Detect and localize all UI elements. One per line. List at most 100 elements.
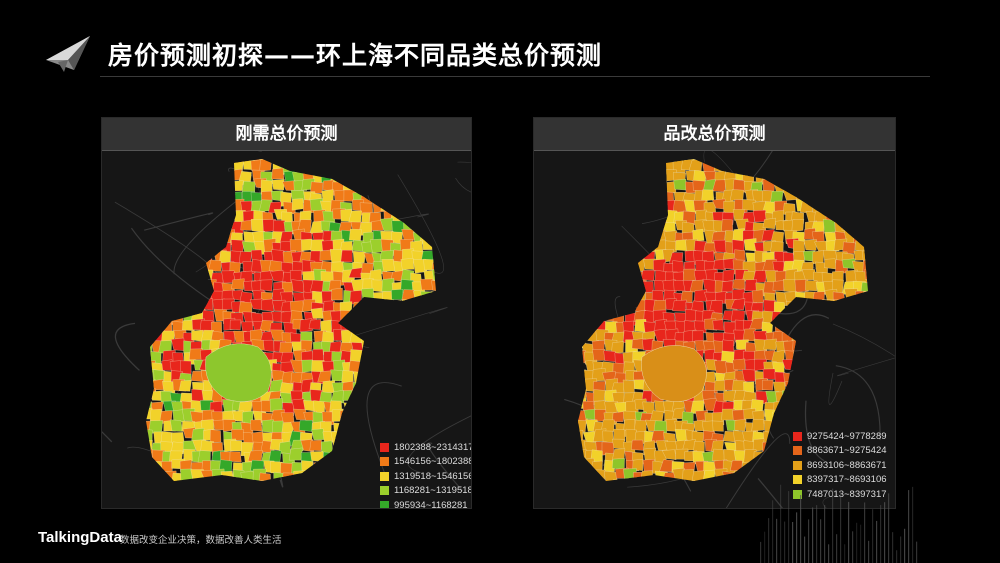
district-cell bbox=[601, 480, 615, 481]
district-cell bbox=[289, 269, 303, 282]
district-cell bbox=[452, 228, 465, 239]
district-cell bbox=[593, 268, 607, 283]
district-cell bbox=[451, 251, 462, 262]
district-cell bbox=[282, 483, 295, 494]
district-cell bbox=[102, 278, 113, 289]
district-cell bbox=[794, 171, 808, 185]
district-cell bbox=[353, 429, 367, 443]
district-cell bbox=[854, 159, 867, 163]
district-cell bbox=[803, 309, 817, 324]
legend-item: 8397317~8693106 bbox=[793, 473, 887, 488]
district-cell bbox=[673, 178, 688, 191]
district-cell bbox=[370, 422, 386, 437]
district-cell bbox=[811, 402, 825, 416]
district-cell bbox=[578, 172, 586, 186]
district-cell bbox=[545, 301, 557, 314]
district-cell bbox=[553, 221, 566, 234]
district-cell bbox=[833, 199, 847, 214]
district-cell bbox=[534, 193, 545, 205]
district-cell bbox=[693, 159, 707, 161]
district-cell bbox=[200, 159, 213, 161]
district-cell bbox=[420, 358, 435, 372]
district-cell bbox=[160, 492, 172, 504]
district-cell bbox=[149, 171, 164, 185]
district-cell bbox=[401, 229, 415, 241]
district-cell bbox=[845, 401, 857, 417]
district-cell bbox=[791, 218, 805, 232]
district-cell bbox=[380, 370, 395, 384]
district-cell bbox=[613, 280, 628, 294]
district-cell bbox=[398, 409, 412, 423]
district-cell bbox=[442, 262, 456, 274]
district-cell bbox=[400, 258, 415, 270]
district-cell bbox=[843, 360, 857, 373]
district-cell bbox=[885, 311, 895, 324]
district-cell bbox=[443, 353, 455, 367]
district-cell bbox=[293, 159, 306, 164]
district-cell bbox=[860, 282, 868, 297]
deco-bar bbox=[780, 484, 782, 563]
district-cell bbox=[565, 273, 577, 286]
district-cell bbox=[114, 290, 127, 302]
district-cell bbox=[534, 460, 546, 472]
legend-swatch bbox=[380, 457, 389, 467]
district-cell bbox=[562, 192, 574, 204]
district-cell bbox=[744, 279, 757, 292]
district-cell bbox=[181, 179, 195, 193]
district-cell bbox=[171, 182, 185, 194]
district-cell bbox=[814, 342, 826, 356]
district-cell bbox=[695, 209, 707, 222]
district-cell bbox=[881, 173, 893, 184]
district-cell bbox=[545, 242, 557, 255]
district-cell bbox=[881, 271, 894, 284]
district-cell bbox=[534, 242, 546, 254]
district-cell bbox=[240, 219, 252, 231]
district-cell bbox=[421, 330, 435, 342]
district-cell bbox=[662, 279, 677, 293]
district-cell bbox=[162, 300, 176, 314]
district-cell bbox=[132, 261, 145, 273]
district-cell bbox=[763, 281, 777, 296]
district-cell bbox=[553, 193, 565, 204]
district-cell bbox=[150, 280, 164, 296]
legend-item: 1319518~1546156 bbox=[380, 469, 471, 484]
district-cell bbox=[801, 382, 815, 396]
district-cell bbox=[599, 240, 614, 256]
district-cell bbox=[811, 291, 825, 305]
district-cell bbox=[583, 261, 597, 275]
district-cell bbox=[536, 203, 549, 218]
district-cell bbox=[885, 369, 895, 381]
district-cell bbox=[603, 268, 617, 282]
district-cell bbox=[614, 220, 628, 233]
district-cell bbox=[340, 469, 354, 481]
district-cell bbox=[177, 252, 191, 264]
district-cell bbox=[210, 231, 223, 245]
district-cell bbox=[189, 192, 203, 206]
district-cell bbox=[835, 350, 848, 363]
district-cell bbox=[876, 350, 889, 362]
district-cell bbox=[721, 219, 734, 233]
district-cell bbox=[312, 469, 326, 481]
district-cell bbox=[883, 218, 895, 231]
district-cell bbox=[623, 298, 638, 310]
district-cell bbox=[794, 179, 808, 195]
district-cell bbox=[534, 339, 545, 350]
district-cell bbox=[391, 352, 404, 366]
district-cell bbox=[203, 159, 217, 171]
district-cell bbox=[301, 493, 314, 506]
district-cell bbox=[794, 371, 806, 383]
choropleth-map bbox=[102, 151, 471, 508]
district-cell bbox=[421, 319, 435, 331]
district-cell bbox=[823, 338, 837, 351]
district-cell bbox=[682, 268, 696, 282]
lake-shape bbox=[205, 343, 272, 402]
district-cell bbox=[833, 299, 845, 312]
district-cell bbox=[613, 479, 627, 481]
district-cell bbox=[112, 261, 125, 275]
district-cell bbox=[855, 189, 868, 203]
district-cell bbox=[845, 328, 859, 342]
district-cell bbox=[622, 169, 635, 184]
deco-bar bbox=[856, 522, 858, 563]
district-cell bbox=[633, 480, 648, 481]
district-cell bbox=[413, 348, 427, 362]
